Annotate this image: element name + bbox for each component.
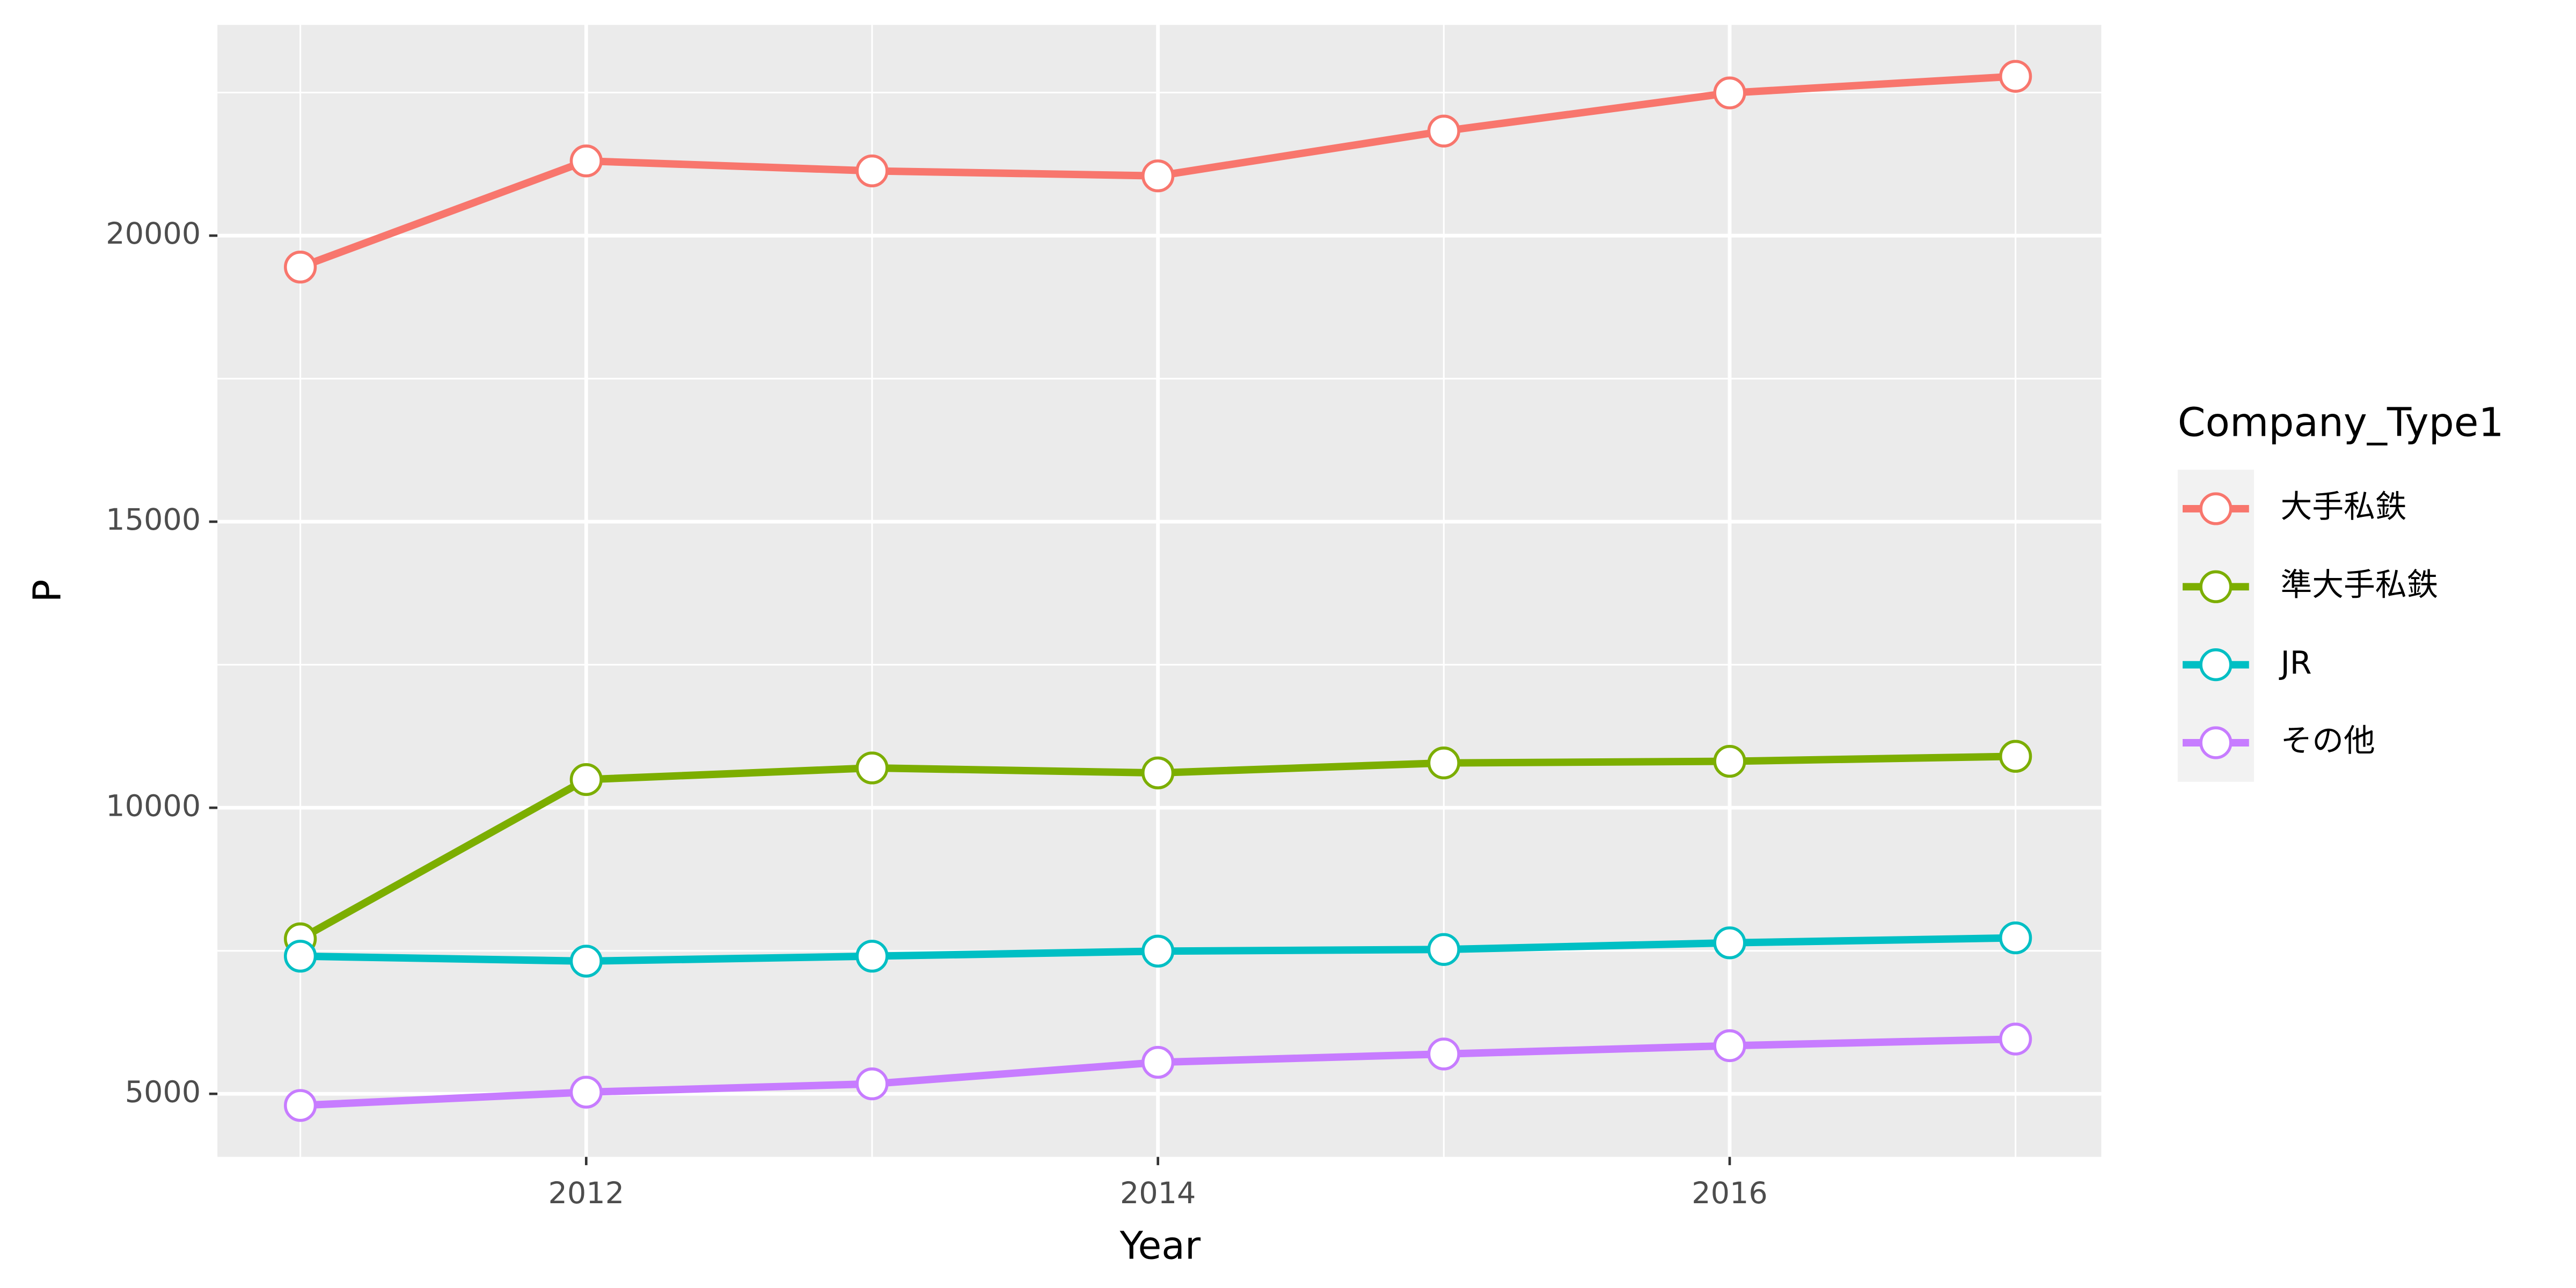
legend-key-point [2199,492,2233,525]
data-point [855,154,889,188]
y-axis-label: P [25,580,69,603]
data-point [1141,159,1175,193]
data-point [1713,76,1746,109]
y-tick-label: 15000 [106,502,201,537]
data-point [1999,921,2032,955]
data-point [569,144,603,178]
legend-label: その他 [2280,722,2375,759]
data-point [1427,933,1460,966]
x-tick-label: 2012 [548,1176,624,1211]
legend-label: 大手私鉄 [2280,488,2406,525]
legend-label: 準大手私鉄 [2280,566,2438,603]
legend-title: Company_Type1 [2178,399,2504,445]
data-point [855,940,889,973]
data-point [569,763,603,796]
data-point [569,945,603,978]
data-point [284,940,317,973]
data-point [855,1067,889,1101]
data-point [1713,926,1746,960]
data-point [1427,1037,1460,1071]
data-point [1999,1022,2032,1056]
y-tick-label: 10000 [106,788,201,823]
data-point [1141,1045,1175,1079]
data-point [1999,60,2032,93]
legend-key-point [2199,648,2233,682]
data-point [569,1075,603,1109]
legend-key-point [2199,726,2233,759]
data-point [1713,744,1746,778]
data-point [284,1089,317,1122]
legend-key-point [2199,570,2233,603]
legend-label: JR [2278,644,2311,681]
data-point [1141,756,1175,789]
data-point [1713,1029,1746,1063]
x-axis-label: Year [1119,1223,1201,1268]
y-tick-label: 20000 [106,216,201,251]
y-tick-label: 5000 [125,1074,201,1109]
x-tick-label: 2016 [1692,1176,1768,1211]
data-point [855,751,889,785]
x-tick-label: 2014 [1120,1176,1196,1211]
data-point [1427,747,1460,780]
data-point [1427,114,1460,148]
data-point [284,251,317,284]
data-point [1141,934,1175,968]
data-point [1999,740,2032,773]
